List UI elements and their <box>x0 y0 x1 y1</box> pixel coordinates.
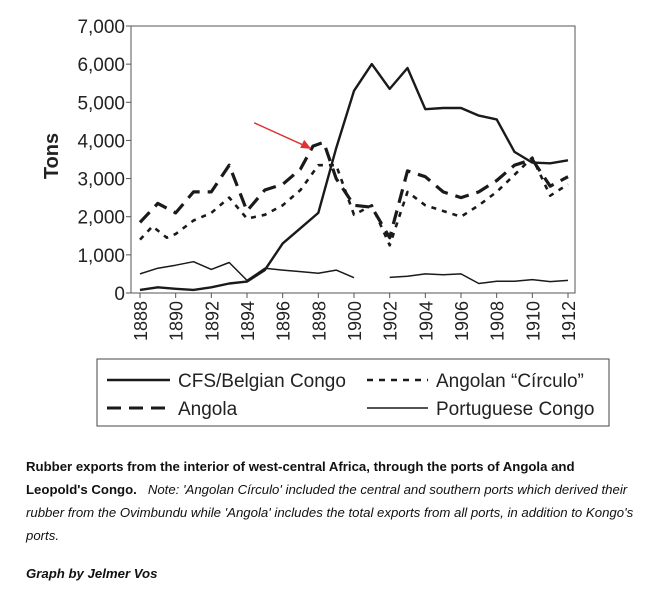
series-line-2 <box>139 156 569 247</box>
series-line-4 <box>139 260 355 282</box>
x-tick-label: 1912 <box>559 301 579 341</box>
x-tick-label: 1896 <box>274 301 294 341</box>
y-axis-label: Tons <box>41 133 63 179</box>
x-tick-label: 1910 <box>523 301 543 341</box>
x-tick-label: 1900 <box>345 301 365 341</box>
x-tick-label: 1892 <box>202 301 222 341</box>
y-tick-label: 1,000 <box>77 246 125 267</box>
x-tick-label: 1904 <box>416 301 436 341</box>
series-line-1 <box>139 62 569 292</box>
y-tick-label: 7,000 <box>77 17 125 38</box>
figure-caption: Rubber exports from the interior of west… <box>26 455 636 547</box>
x-tick-label: 1890 <box>167 301 187 341</box>
legend-label-cfs: CFS/Belgian Congo <box>178 371 346 392</box>
y-tick-label: 2,000 <box>77 208 125 229</box>
y-tick-label: 4,000 <box>77 131 125 152</box>
y-tick-label: 3,000 <box>77 170 125 191</box>
legend-frame <box>96 358 610 427</box>
x-tick-label: 1898 <box>309 301 329 341</box>
series-line-4 <box>389 273 569 285</box>
caption-title: Rubber exports from the interior of west… <box>26 459 575 497</box>
plot-frame <box>130 25 576 294</box>
annotation-arrow <box>253 122 308 148</box>
y-tick-label: 0 <box>114 284 125 305</box>
x-tick-label: 1888 <box>131 301 151 341</box>
y-tick-label: 6,000 <box>77 55 125 76</box>
legend-label-portuguese: Portuguese Congo <box>436 399 594 420</box>
rubber-exports-chart: 0 1,000 2,000 3,000 4,000 5,000 6,000 7,000 188… <box>41 17 610 427</box>
annotation-arrowhead <box>300 139 312 149</box>
graph-credit: Graph by Jelmer Vos <box>26 566 158 581</box>
caption-note: Note: 'Angolan Círculo' included the cen… <box>26 482 634 543</box>
legend-label-angola: Angola <box>178 399 238 420</box>
x-tick-label: 1908 <box>488 301 508 341</box>
chart-legend: CFS/Belgian Congo Angolan “Círculo” Ango… <box>96 358 610 427</box>
x-tick-label: 1894 <box>238 301 258 341</box>
y-tick-label: 5,000 <box>77 93 125 114</box>
series-line-3 <box>138 140 569 240</box>
x-tick-label: 1902 <box>381 301 401 341</box>
legend-label-circulo: Angolan “Círculo” <box>436 371 584 392</box>
x-tick-label: 1906 <box>452 301 472 341</box>
